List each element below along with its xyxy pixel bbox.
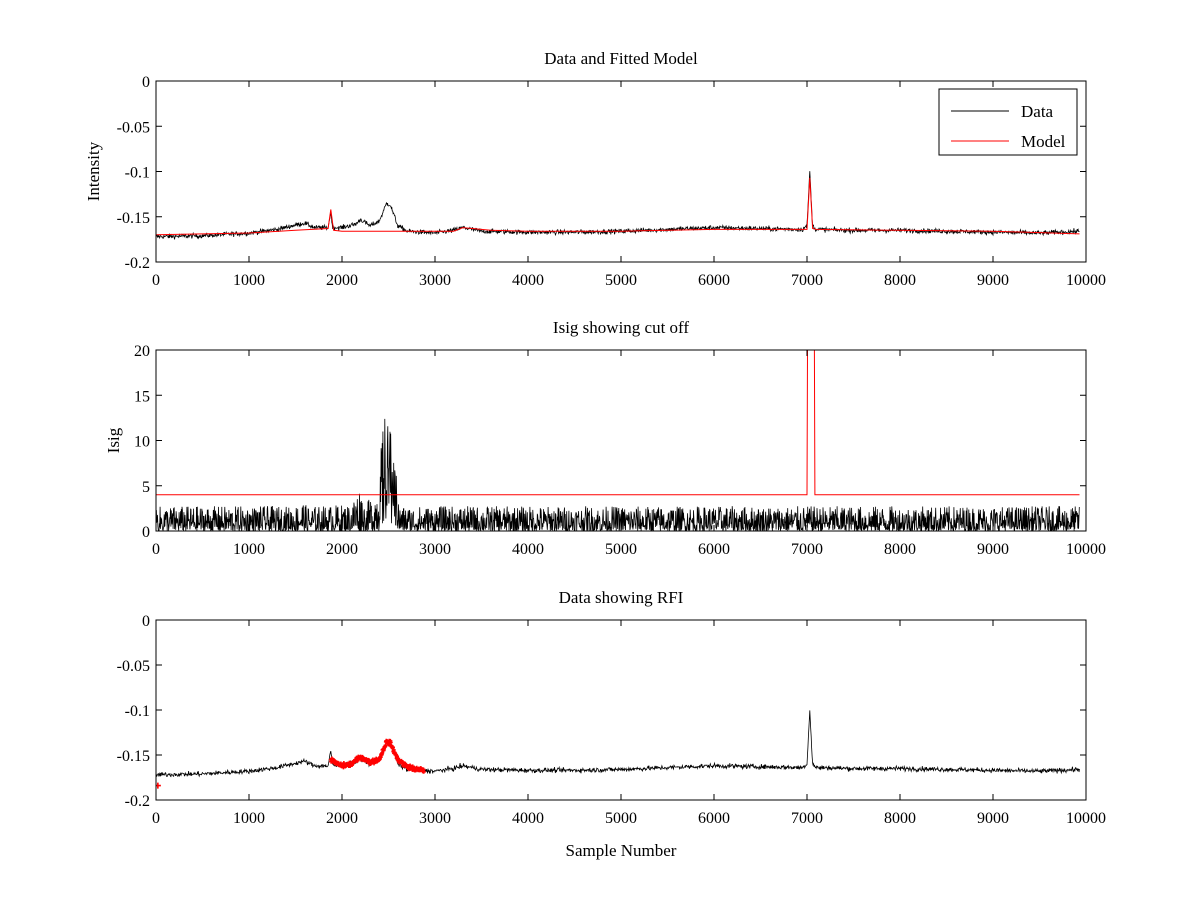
- x-tick-label: 7000: [791, 810, 823, 827]
- series-group: [156, 171, 1080, 240]
- x-tick-label: 9000: [977, 541, 1009, 558]
- x-tick-label: 0: [152, 810, 160, 827]
- x-tick-label: 1000: [233, 541, 265, 558]
- y-tick-label: 10: [134, 434, 150, 451]
- x-tick-label: 2000: [326, 541, 358, 558]
- x-tick-label: 8000: [884, 810, 916, 827]
- y-tick-label: 0: [142, 524, 150, 541]
- x-tick-label: 3000: [419, 272, 451, 289]
- x-tick-label: 3000: [419, 810, 451, 827]
- y-tick-label: -0.05: [117, 119, 150, 136]
- x-tick-label: 7000: [791, 541, 823, 558]
- x-tick-label: 6000: [698, 541, 730, 558]
- y-tick-label: -0.15: [117, 748, 150, 765]
- x-tick-label: 3000: [419, 541, 451, 558]
- series-data-line: [156, 710, 1080, 778]
- y-tick-label: 20: [134, 343, 150, 360]
- x-tick-label: 0: [152, 541, 160, 558]
- x-tick-label: 10000: [1066, 810, 1106, 827]
- series-cut-off-line: [156, 350, 1080, 496]
- x-tick-label: 8000: [884, 272, 916, 289]
- x-axis-label: Sample Number: [566, 841, 677, 860]
- y-axis-label: Intensity: [84, 141, 103, 201]
- axes-box: [155, 349, 1087, 532]
- legend: Data Model: [938, 88, 1078, 156]
- series-isig-line: [156, 418, 1080, 531]
- x-tick-label: 2000: [326, 272, 358, 289]
- x-tick-label: 6000: [698, 810, 730, 827]
- y-tick-label: -0.05: [117, 658, 150, 675]
- x-tick-label: 5000: [605, 810, 637, 827]
- x-tick-label: 10000: [1066, 541, 1106, 558]
- y-tick-label: -0.15: [117, 210, 150, 227]
- series-data-line: [156, 171, 1080, 240]
- y-axis-label: Isig: [104, 427, 123, 453]
- subplot-1: 0 1000 2000 3000 4000 5000 6000 7000 8000 9000 100…: [84, 49, 1106, 289]
- x-tick-label: 6000: [698, 272, 730, 289]
- x-tick-label: 1000: [233, 810, 265, 827]
- x-tick-label: 9000: [977, 272, 1009, 289]
- y-tick-label: -0.2: [125, 255, 150, 272]
- subplot-3: 0 1000 2000 3000 4000 5000 6000 7000 8000 9000 100…: [117, 588, 1106, 860]
- y-tick-label: 15: [134, 388, 150, 405]
- legend-box: [938, 88, 1078, 156]
- x-tick-label: 1000: [233, 272, 265, 289]
- x-tick-label: 4000: [512, 272, 544, 289]
- x-tick-label: 0: [152, 272, 160, 289]
- y-tick-label: -0.1: [125, 165, 150, 182]
- chart-title: Isig showing cut off: [553, 318, 689, 337]
- x-tick-label: 7000: [791, 272, 823, 289]
- y-tick-label: 5: [142, 479, 150, 496]
- series-rfi-markers: [328, 738, 426, 774]
- y-tick-label: -0.2: [125, 793, 150, 810]
- x-tick-label: 4000: [512, 810, 544, 827]
- series-model-line: [156, 177, 1080, 236]
- y-tick-label: -0.1: [125, 703, 150, 720]
- series-group: [156, 350, 1080, 531]
- series-rfi-extra-point-0: [156, 782, 161, 789]
- series-group: [156, 710, 1080, 789]
- y-tick-label: 0: [142, 74, 150, 91]
- chart-title: Data and Fitted Model: [544, 49, 698, 68]
- x-tick-label: 5000: [605, 272, 637, 289]
- x-tick-label: 5000: [605, 541, 637, 558]
- legend-label-data: Data: [1021, 102, 1054, 121]
- legend-label-model: Model: [1021, 132, 1066, 151]
- x-tick-label: 2000: [326, 810, 358, 827]
- chart-title: Data showing RFI: [559, 588, 684, 607]
- x-tick-label: 4000: [512, 541, 544, 558]
- subplot-2: 0 1000 2000 3000 4000 5000 6000 7000 8000 9000 100…: [104, 318, 1106, 558]
- x-tick-label: 9000: [977, 810, 1009, 827]
- y-tick-label: 0: [142, 613, 150, 630]
- x-tick-label: 10000: [1066, 272, 1106, 289]
- axes-box: [155, 619, 1087, 801]
- x-tick-label: 8000: [884, 541, 916, 558]
